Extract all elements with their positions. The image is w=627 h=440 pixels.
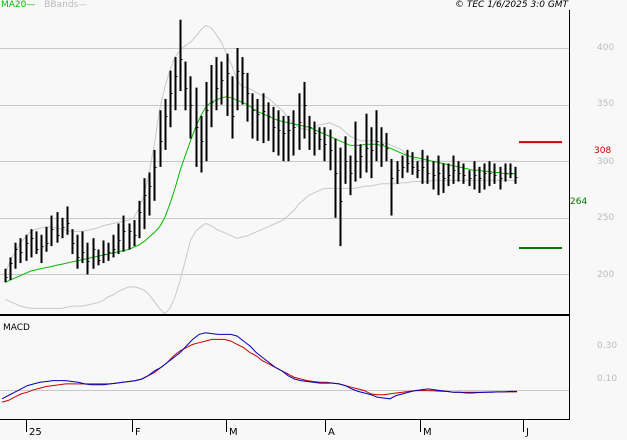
x-axis-label: A: [328, 427, 335, 438]
copyright-timestamp: © TEC 1/6/2025 3:0 GMT: [455, 0, 569, 10]
macd-line: [1, 332, 517, 400]
support-level-label: 264: [570, 197, 588, 207]
macd-axis-label: 0.30: [597, 341, 618, 351]
legend-bbands: BBands—: [44, 0, 87, 10]
legend-ma20: MA20—: [1, 0, 35, 10]
x-axis-label: 25: [29, 427, 42, 438]
legend-ma20-label: MA20: [1, 0, 27, 10]
price-axis-label: 250: [597, 213, 615, 223]
macd-axis-label: 0.10: [597, 374, 618, 384]
macd-signal-line: [1, 338, 517, 403]
x-axis-label: M: [229, 427, 238, 438]
price-axis-label: 200: [597, 270, 615, 280]
resistance-level-label: 308: [594, 146, 612, 156]
bbands-lower-line: [4, 179, 515, 315]
price-axis-label: 400: [597, 43, 615, 53]
x-axis-label: M: [423, 427, 432, 438]
ma20-line: [4, 96, 515, 283]
legend: MA20— BBands—: [1, 0, 87, 11]
legend-ma20-swatch: —: [26, 0, 36, 10]
x-axis-label: F: [135, 427, 141, 438]
bbands-upper-line: [4, 24, 515, 275]
x-axis-label: J: [526, 427, 529, 438]
legend-bbands-swatch: —: [78, 0, 88, 10]
price-axis-label: 350: [597, 99, 615, 109]
price-axis-label: 300: [597, 157, 615, 167]
legend-bbands-label: BBands: [44, 0, 79, 10]
macd-panel-title: MACD: [3, 323, 30, 333]
